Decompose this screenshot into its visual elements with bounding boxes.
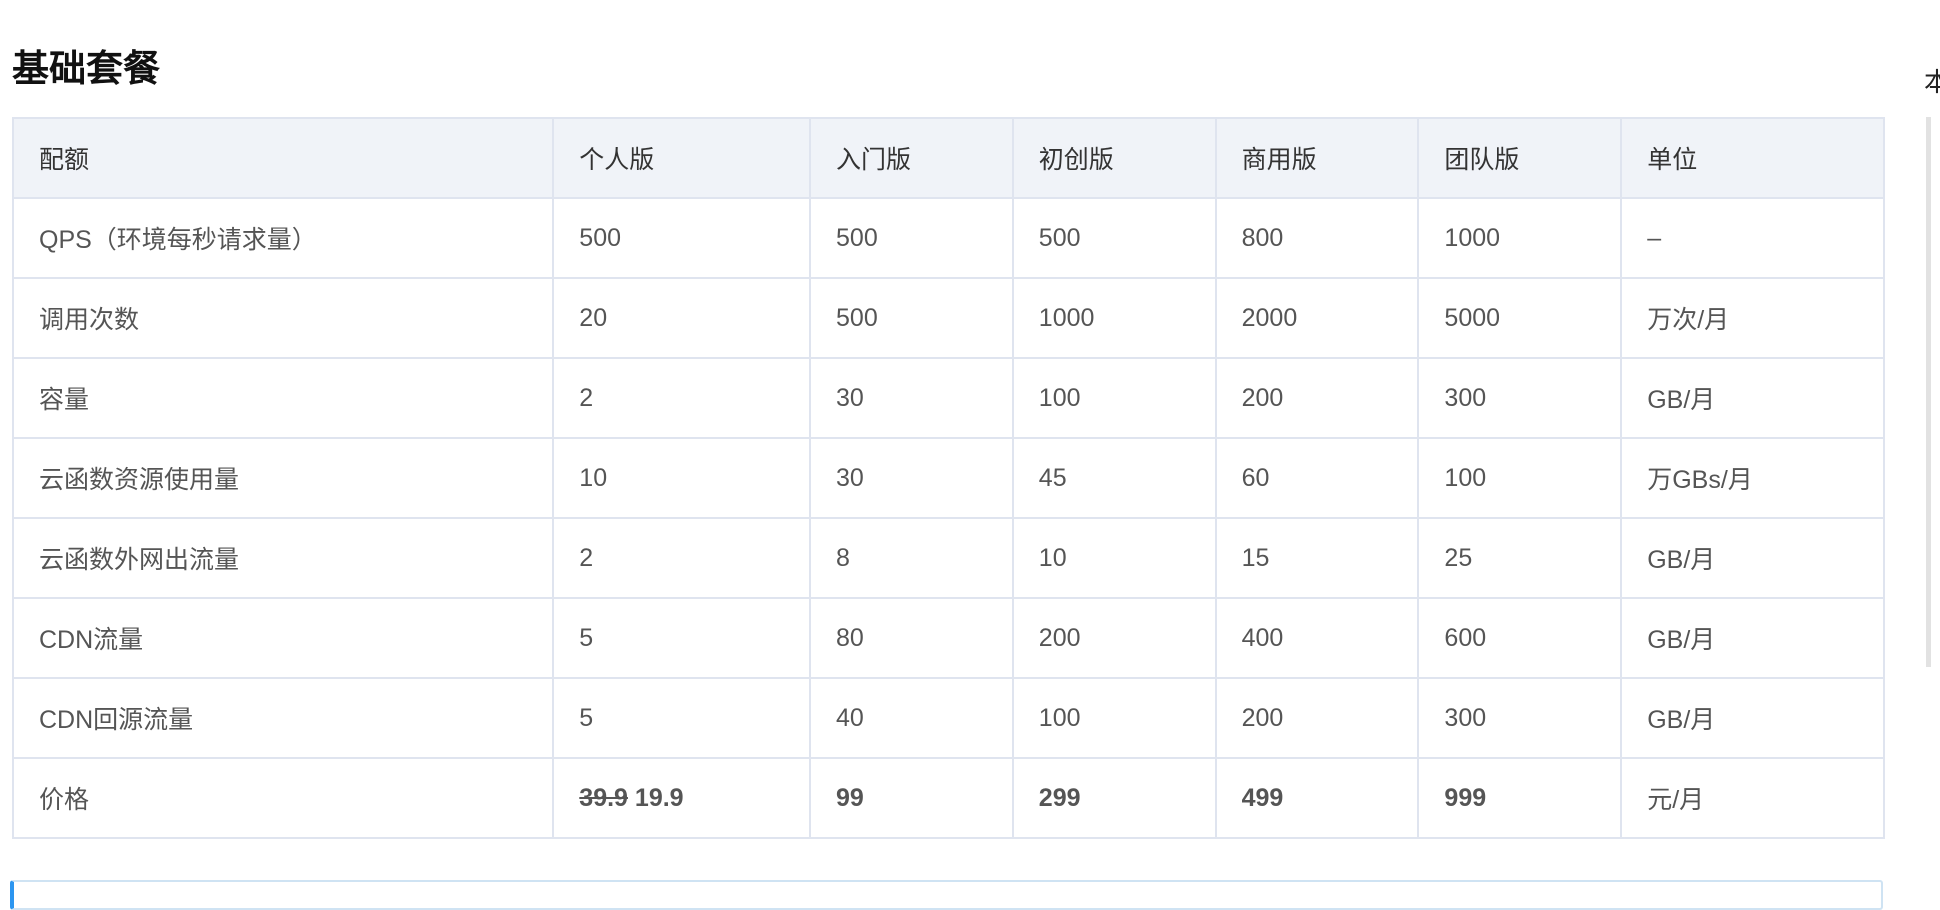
table-cell: 400 (1214, 597, 1420, 679)
table-row: 云函数资源使用量 10 30 45 60 100 万GBs/月 (11, 437, 1885, 519)
table-cell: 万GBs/月 (1620, 437, 1885, 519)
price-unit: 元/月 (1620, 757, 1885, 839)
table-cell: 200 (1011, 597, 1217, 679)
table-cell: 20 (552, 277, 812, 359)
table-cell: GB/月 (1620, 677, 1885, 759)
table-cell: 30 (809, 437, 1014, 519)
table-cell: 300 (1417, 677, 1623, 759)
side-scrollbar[interactable] (1926, 117, 1931, 667)
table-cell: 2000 (1214, 277, 1420, 359)
table-cell: 200 (1214, 677, 1420, 759)
price-sale: 19.9 (634, 783, 684, 812)
side-panel-text: 本 (1924, 67, 1940, 97)
table-cell: 800 (1214, 197, 1420, 279)
table-row: CDN回源流量 5 40 100 200 300 GB/月 (11, 677, 1885, 759)
column-header: 入门版 (809, 117, 1014, 199)
table-cell: 5000 (1417, 277, 1623, 359)
column-header: 个人版 (552, 117, 812, 199)
table-cell: 100 (1417, 437, 1623, 519)
price-team: 999 (1417, 757, 1623, 839)
table-cell: QPS（环境每秒请求量） (11, 197, 555, 279)
table-row: 容量 2 30 100 200 300 GB/月 (11, 357, 1885, 439)
table-cell: 1000 (1011, 277, 1217, 359)
table-cell: GB/月 (1620, 597, 1885, 679)
table-cell: 15 (1214, 517, 1420, 599)
table-row: QPS（环境每秒请求量） 500 500 500 800 1000– (11, 197, 1885, 279)
price-original: 39.9 (579, 783, 628, 812)
column-header: 单位 (1620, 117, 1885, 199)
price-startup: 299 (1011, 757, 1217, 839)
page-title: 基础套餐 (12, 47, 160, 90)
table-cell: 调用次数 (11, 277, 555, 359)
column-header: 团队版 (1417, 117, 1623, 199)
price-label: 价格 (11, 757, 555, 839)
table-header-row: 配额 个人版 入门版 初创版 商用版 团队版 单位 (11, 117, 1885, 199)
table-cell: 80 (809, 597, 1014, 679)
table-cell: 100 (1011, 677, 1217, 759)
table-cell: 500 (1011, 197, 1217, 279)
table-row: 云函数外网出流量 2 8 10 15 25 GB/月 (11, 517, 1885, 599)
table-cell: 300 (1417, 357, 1623, 439)
table-cell: 500 (809, 277, 1014, 359)
table-cell: 10 (1011, 517, 1217, 599)
table-cell: 5 (552, 677, 812, 759)
table-cell: GB/月 (1620, 357, 1885, 439)
table-cell: 30 (809, 357, 1014, 439)
price-personal: 39.9 19.9 (552, 757, 812, 839)
table-cell: 10 (552, 437, 812, 519)
table-cell: 60 (1214, 437, 1420, 519)
table-cell: CDN流量 (11, 597, 555, 679)
table-cell: 云函数资源使用量 (11, 437, 555, 519)
basic-plan-table: 配额 个人版 入门版 初创版 商用版 团队版 单位 QPS（环境每秒请求量） 500 500 50… (11, 117, 1885, 839)
price-business: 499 (1214, 757, 1420, 839)
table-row: 调用次数 20 500 1000 2000 5000 万次/月 (11, 277, 1885, 359)
table-cell: 200 (1214, 357, 1420, 439)
column-header: 初创版 (1011, 117, 1217, 199)
table-cell: 2 (552, 357, 812, 439)
price-starter: 99 (809, 757, 1014, 839)
table-cell: 100 (1011, 357, 1217, 439)
table-cell: 8 (809, 517, 1014, 599)
table-cell: 1000 (1417, 197, 1623, 279)
table-cell: 600 (1417, 597, 1623, 679)
table-cell: 25 (1417, 517, 1623, 599)
column-header: 配额 (11, 117, 555, 199)
column-header: 商用版 (1214, 117, 1420, 199)
table-cell: GB/月 (1620, 517, 1885, 599)
table-cell: – (1620, 197, 1885, 279)
table-cell: 5 (552, 597, 812, 679)
table-cell: 2 (552, 517, 812, 599)
table-cell: CDN回源流量 (11, 677, 555, 759)
info-callout (10, 880, 1883, 910)
table-row-price: 价格 39.9 19.9 99 299 499 999 元/月 (11, 757, 1885, 839)
table-cell: 万次/月 (1620, 277, 1885, 359)
table-cell: 45 (1011, 437, 1217, 519)
table-cell: 容量 (11, 357, 555, 439)
table-cell: 500 (552, 197, 812, 279)
table-cell: 500 (809, 197, 1014, 279)
table-cell: 40 (809, 677, 1014, 759)
table-row: CDN流量 5 80 200 400 600 GB/月 (11, 597, 1885, 679)
table-cell: 云函数外网出流量 (11, 517, 555, 599)
